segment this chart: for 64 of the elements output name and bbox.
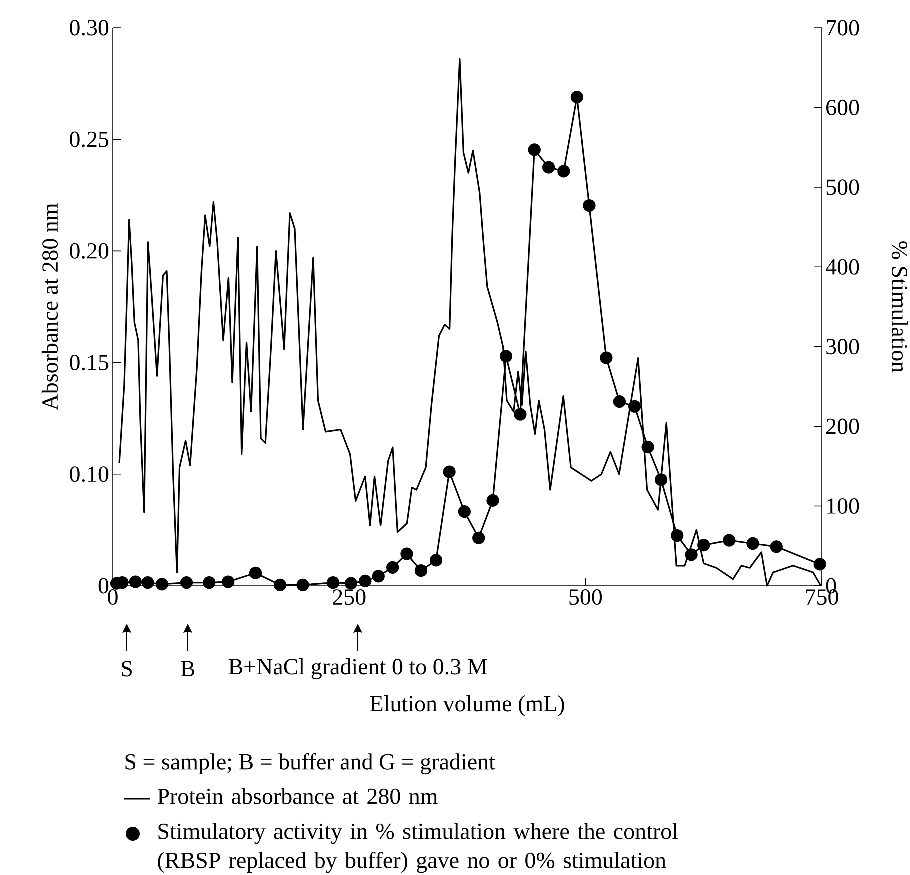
point: [142, 576, 154, 590]
y2-tick-label: 400: [826, 259, 860, 275]
y-tick-label: 0: [98, 578, 109, 594]
point: [129, 576, 142, 588]
point: [203, 576, 216, 590]
point: [570, 91, 584, 104]
point: [359, 574, 372, 588]
y-tick-label: 0.15: [70, 354, 109, 371]
y2-tick-label: 700: [827, 20, 860, 36]
point: [400, 548, 414, 560]
x-axis-title: Elution volume (mL): [370, 696, 564, 716]
point: [583, 199, 596, 212]
point: [600, 352, 613, 364]
text: S: [122, 661, 132, 677]
point: [814, 558, 826, 571]
point: [274, 578, 287, 592]
point: [671, 529, 684, 542]
y-tick-label: 0.25: [70, 132, 109, 148]
text: S = sample; B = buffer and G = gradient: [126, 753, 496, 775]
y2-tick-label: 200: [826, 418, 860, 434]
text: B: [180, 661, 195, 677]
point: [528, 144, 541, 156]
legend-label: Stimulatory activity in % stimulation where the control (RBSP replaced by buffer) gave no or 0% stimulation: [158, 823, 678, 874]
point: [514, 408, 527, 421]
point: [414, 564, 428, 578]
point: [344, 577, 358, 590]
point: [746, 537, 760, 550]
y-axis-title: Absorbance at 280 nm: [42, 204, 58, 411]
point: [628, 400, 642, 413]
point: [613, 396, 626, 408]
legend-label: Protein absorbance at 280 nm: [158, 788, 438, 804]
point: [472, 532, 486, 544]
point: [642, 440, 654, 454]
point: [723, 534, 736, 547]
point: [386, 561, 400, 574]
point: [249, 566, 262, 580]
x-tick-label: 500: [570, 590, 602, 606]
point: [443, 466, 456, 478]
point: [486, 494, 500, 507]
y-tick-label: 0.20: [70, 243, 109, 260]
point: [156, 578, 168, 591]
y2-axis-title: % Stimulation: [892, 242, 908, 373]
point: [372, 570, 385, 583]
point: [296, 578, 310, 592]
y-tick-label: 0.10: [70, 466, 109, 482]
point: [770, 540, 783, 554]
point: [654, 474, 668, 486]
point: [222, 576, 235, 588]
point: [180, 576, 194, 590]
point: [698, 539, 710, 552]
point: [458, 506, 471, 518]
text: B+NaCl gradient 0 to 0.3 M: [228, 658, 488, 680]
point: [542, 161, 556, 174]
point: [500, 350, 513, 363]
y2-tick-label: 600: [826, 100, 860, 116]
y-tick-label: 0.30: [70, 20, 109, 36]
y2-tick-label: 500: [826, 180, 860, 196]
y2-tick-label: 300: [826, 339, 860, 355]
x-tick-label: 250: [333, 590, 366, 606]
point: [558, 165, 570, 178]
point: [430, 554, 443, 567]
point: [685, 548, 698, 562]
point: [326, 576, 340, 590]
y2-tick-label: 100: [828, 498, 860, 514]
